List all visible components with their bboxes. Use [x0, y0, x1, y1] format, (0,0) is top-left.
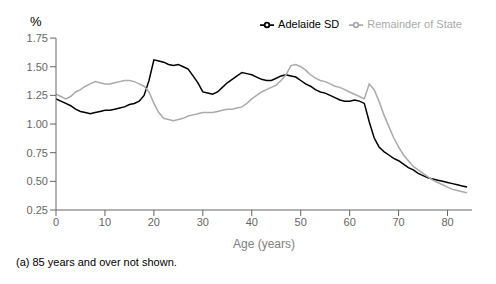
- svg-text:Age (years): Age (years): [233, 237, 295, 251]
- svg-text:0.50: 0.50: [27, 175, 48, 187]
- svg-text:30: 30: [197, 216, 209, 228]
- svg-text:1.50: 1.50: [27, 61, 48, 73]
- svg-text:0.75: 0.75: [27, 147, 48, 159]
- svg-text:0.25: 0.25: [27, 204, 48, 216]
- svg-text:1.00: 1.00: [27, 118, 48, 130]
- html-text:Remainder of State: Remainder of State: [367, 18, 462, 30]
- html-text:Adelaide SD: Adelaide SD: [278, 18, 340, 30]
- svg-text:1.75: 1.75: [27, 32, 48, 44]
- svg-text:10: 10: [99, 216, 111, 228]
- html-text:(a) 85 years and over not show: (a) 85 years and over not shown.: [16, 256, 177, 268]
- svg-text:60: 60: [344, 216, 356, 228]
- svg-text:20: 20: [148, 216, 160, 228]
- svg-text:1.25: 1.25: [27, 89, 48, 101]
- svg-text:0: 0: [53, 216, 59, 228]
- svg-text:70: 70: [392, 216, 404, 228]
- svg-text:50: 50: [295, 216, 307, 228]
- svg-text:40: 40: [246, 216, 258, 228]
- svg-text:80: 80: [441, 216, 453, 228]
